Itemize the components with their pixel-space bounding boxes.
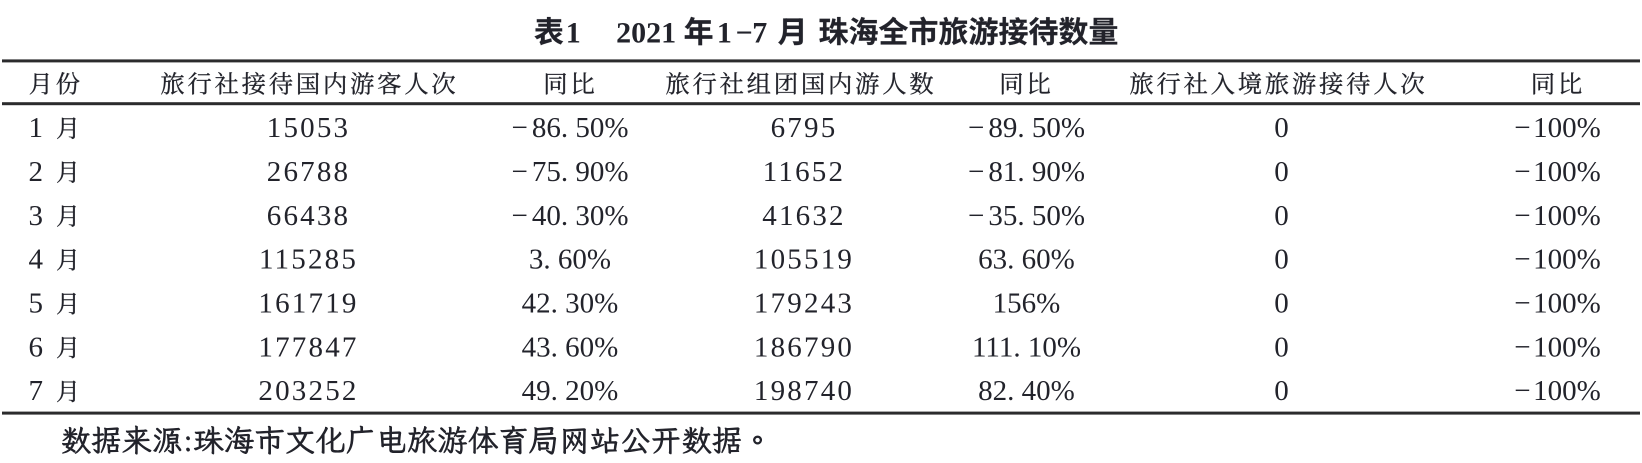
svg-text:105519: 105519 [754, 244, 854, 276]
svg-text:−89. 50%: −89. 50% [968, 112, 1085, 144]
svg-text:−40. 30%: −40. 30% [511, 200, 628, 232]
svg-text:−35. 50%: −35. 50% [968, 200, 1085, 232]
svg-text:−100%: −100% [1514, 375, 1601, 407]
svg-text:−100%: −100% [1514, 288, 1601, 320]
svg-text:43. 60%: 43. 60% [522, 331, 619, 363]
svg-text:15053: 15053 [267, 112, 351, 144]
svg-text:186790: 186790 [754, 331, 854, 363]
svg-text:−81. 90%: −81. 90% [968, 156, 1085, 188]
svg-text:11652: 11652 [763, 156, 845, 188]
svg-text:111. 10%: 111. 10% [972, 331, 1081, 363]
svg-text:0: 0 [1274, 200, 1289, 232]
svg-text:1: 1 [717, 17, 732, 50]
svg-text:4: 4 [29, 244, 44, 276]
svg-text:−100%: −100% [1514, 112, 1601, 144]
svg-text:−100%: −100% [1514, 331, 1601, 363]
svg-text:0: 0 [1274, 331, 1289, 363]
svg-text:161719: 161719 [258, 288, 358, 320]
svg-text:49. 20%: 49. 20% [522, 375, 619, 407]
svg-text:82. 40%: 82. 40% [978, 375, 1075, 407]
svg-text:−100%: −100% [1514, 156, 1601, 188]
svg-text:115285: 115285 [259, 244, 358, 276]
svg-text:−: − [736, 17, 753, 50]
svg-text:203252: 203252 [258, 375, 358, 407]
svg-text:2021: 2021 [616, 17, 676, 50]
svg-text:5: 5 [29, 288, 44, 320]
svg-text:0: 0 [1274, 288, 1289, 320]
svg-text:198740: 198740 [754, 375, 854, 407]
svg-text:41632: 41632 [762, 200, 846, 232]
svg-text:2: 2 [29, 156, 44, 188]
svg-text:26788: 26788 [267, 156, 351, 188]
svg-text:179243: 179243 [754, 288, 854, 320]
svg-text:6795: 6795 [771, 112, 838, 144]
svg-text:0: 0 [1274, 244, 1289, 276]
svg-text:3: 3 [29, 200, 44, 232]
svg-text:1: 1 [29, 112, 44, 144]
svg-text:7: 7 [29, 375, 44, 407]
svg-text:3. 60%: 3. 60% [529, 244, 611, 276]
svg-text:63. 60%: 63. 60% [978, 244, 1075, 276]
svg-text:7: 7 [752, 17, 767, 50]
svg-text:−75. 90%: −75. 90% [511, 156, 628, 188]
svg-text:42. 30%: 42. 30% [522, 288, 619, 320]
svg-text:−86. 50%: −86. 50% [511, 112, 628, 144]
svg-text:0: 0 [1274, 375, 1289, 407]
svg-text:1: 1 [566, 17, 581, 50]
svg-text:6: 6 [29, 331, 44, 363]
svg-text:0: 0 [1274, 156, 1289, 188]
svg-text:177847: 177847 [258, 331, 358, 363]
svg-text:66438: 66438 [267, 200, 351, 232]
svg-text:156%: 156% [993, 288, 1061, 320]
svg-text:0: 0 [1274, 112, 1289, 144]
svg-text:−100%: −100% [1514, 244, 1601, 276]
svg-text:−100%: −100% [1514, 200, 1601, 232]
